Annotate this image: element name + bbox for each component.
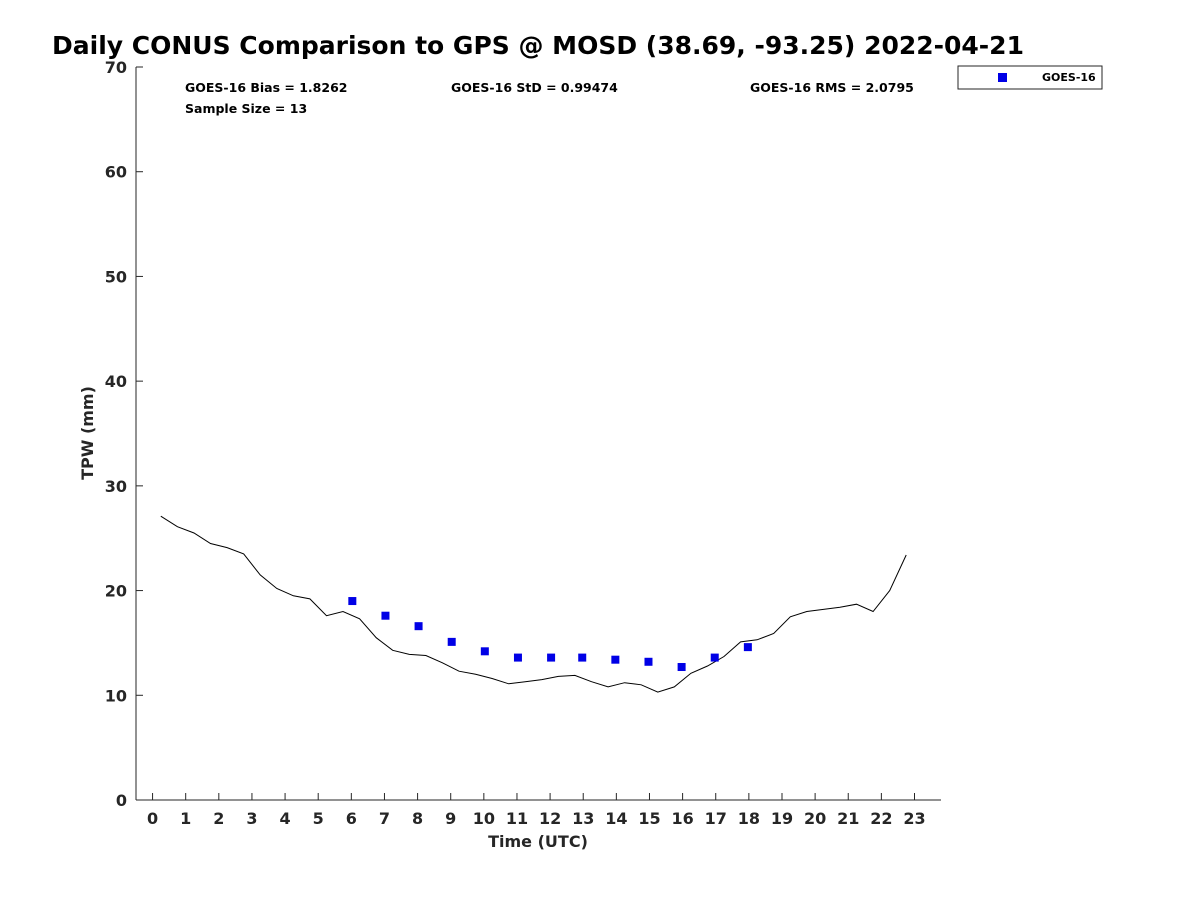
std-stat: GOES-16 StD = 0.99474 <box>451 80 618 95</box>
gps-line-group <box>160 515 907 693</box>
x-tick-label: 13 <box>572 809 594 828</box>
chart-title: Daily CONUS Comparison to GPS @ MOSD (38… <box>52 31 1024 60</box>
x-tick-label: 16 <box>671 809 693 828</box>
goes16-point <box>611 655 620 664</box>
x-tick-label: 18 <box>738 809 760 828</box>
x-tick-label: 5 <box>313 809 324 828</box>
x-tick-label: 1 <box>180 809 191 828</box>
gps-series-line <box>160 515 907 693</box>
y-tick-label: 50 <box>105 267 127 286</box>
goes16-point <box>677 663 686 672</box>
x-tick-label: 7 <box>379 809 390 828</box>
goes16-point <box>743 643 752 652</box>
goes16-point <box>644 657 653 666</box>
x-tick-label: 17 <box>705 809 727 828</box>
sample-size-stat: Sample Size = 13 <box>185 101 307 116</box>
goes16-point <box>578 653 587 662</box>
legend-marker-goes16 <box>998 73 1007 82</box>
x-tick-label: 3 <box>246 809 257 828</box>
x-tick-label: 15 <box>638 809 660 828</box>
x-tick-label: 12 <box>539 809 561 828</box>
goes16-point <box>447 637 456 646</box>
y-tick-label: 60 <box>105 163 127 182</box>
x-tick-label: 21 <box>837 809 859 828</box>
plot-axes <box>135 67 941 801</box>
y-tick-label: 10 <box>105 686 127 705</box>
goes16-points <box>348 597 752 672</box>
goes16-point <box>381 611 390 620</box>
legend: GOES-16 <box>957 65 1103 90</box>
x-tick-label: 8 <box>412 809 423 828</box>
y-axis-label: TPW (mm) <box>78 386 97 480</box>
goes16-point <box>513 653 522 662</box>
x-tick-label: 0 <box>147 809 158 828</box>
x-tick-label: 2 <box>213 809 224 828</box>
x-tick-label: 4 <box>280 809 291 828</box>
y-tick-label: 30 <box>105 477 127 496</box>
y-tick-label: 40 <box>105 372 127 391</box>
x-tick-label: 10 <box>473 809 495 828</box>
goes16-point <box>348 597 357 606</box>
y-ticks: 0 10 20 30 40 50 60 70 <box>105 58 143 810</box>
goes16-point <box>547 653 556 662</box>
x-tick-label: 20 <box>804 809 826 828</box>
y-tick-label: 70 <box>105 58 127 77</box>
goes16-point <box>414 622 423 631</box>
x-tick-label: 11 <box>506 809 528 828</box>
x-ticks: 0 1 2 3 4 5 6 7 8 9 10 11 12 13 14 15 16 17 18 19 20 21 22 23 <box>147 793 926 828</box>
y-tick-label: 0 <box>116 791 127 810</box>
goes16-point <box>710 653 719 662</box>
x-tick-label: 22 <box>870 809 892 828</box>
x-tick-label: 23 <box>903 809 925 828</box>
legend-label-goes16: GOES-16 <box>1042 71 1096 84</box>
legend-box <box>957 65 1103 90</box>
rms-stat: GOES-16 RMS = 2.0795 <box>750 80 914 95</box>
x-tick-label: 19 <box>771 809 793 828</box>
goes16-point <box>480 647 489 656</box>
x-axis-label: Time (UTC) <box>488 832 588 851</box>
x-tick-label: 9 <box>445 809 456 828</box>
y-tick-label: 20 <box>105 582 127 601</box>
x-tick-label: 6 <box>346 809 357 828</box>
x-tick-label: 14 <box>605 809 627 828</box>
bias-stat: GOES-16 Bias = 1.8262 <box>185 80 347 95</box>
